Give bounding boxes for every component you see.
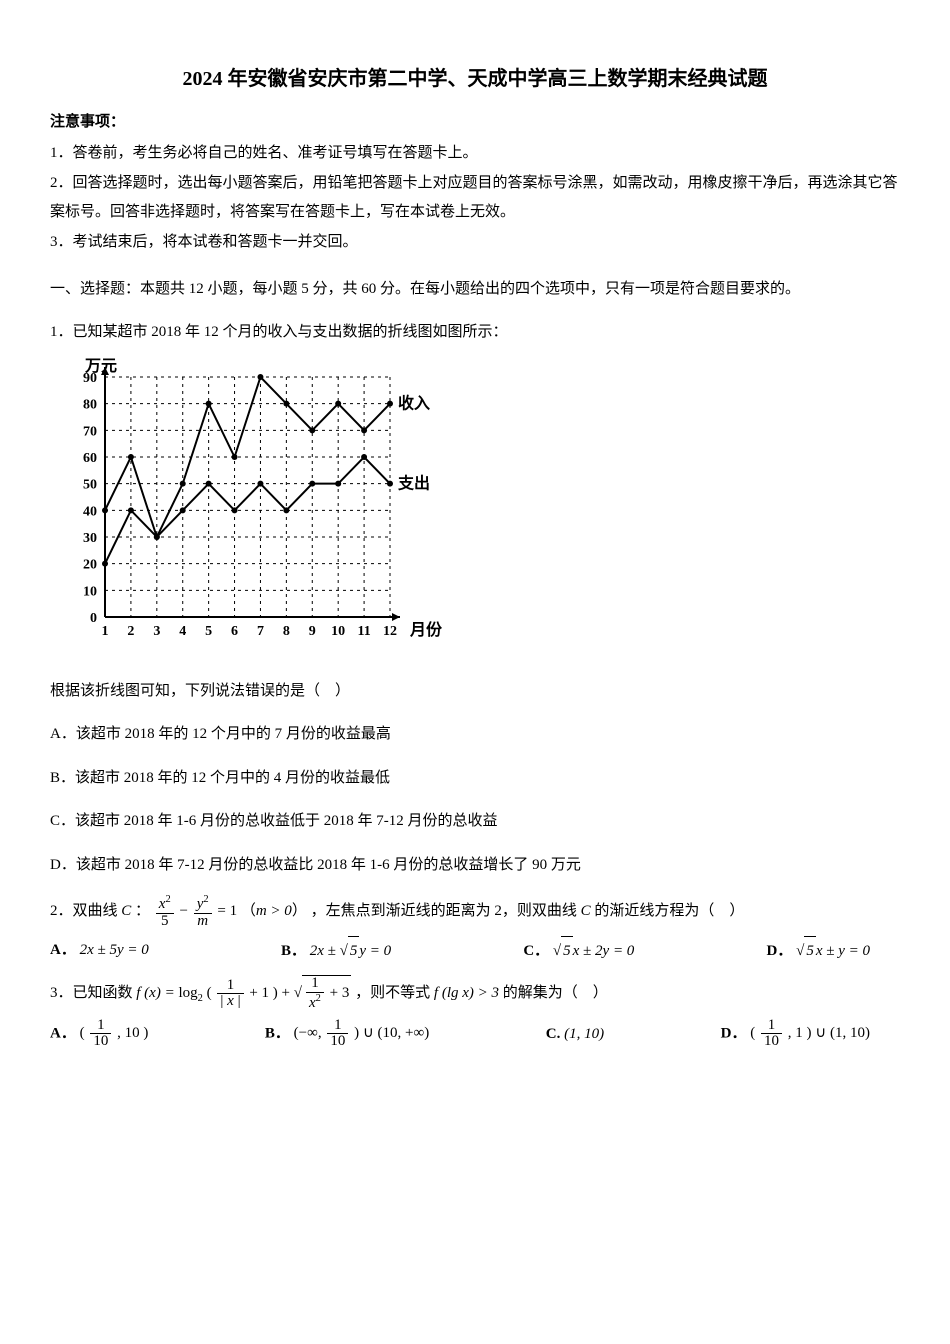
q1-option-a: A．该超市 2018 年的 12 个月中的 7 月份的收益最高 xyxy=(50,720,900,749)
opt-a-expr: 2x ± 5y = 0 xyxy=(80,942,149,958)
q1-options: A．该超市 2018 年的 12 个月中的 7 月份的收益最高 B．该超市 20… xyxy=(50,720,900,879)
opt-label: A． xyxy=(50,1025,76,1041)
q2-prefix: 2．双曲线 xyxy=(50,903,118,919)
svg-text:40: 40 xyxy=(83,504,97,519)
svg-text:0: 0 xyxy=(90,611,97,626)
svg-text:9: 9 xyxy=(309,624,316,639)
q2-options: A． 2x ± 5y = 0 B． 2x ± 5y = 0 C． 5x ± 2y… xyxy=(50,936,900,966)
opt-d-expr: 5x ± y = 0 xyxy=(796,943,870,959)
opt-label: C． xyxy=(523,943,549,959)
q2-cond-close: ） xyxy=(292,903,307,919)
opt-c-expr: (1, 10) xyxy=(564,1026,604,1042)
q3-tail: 的解集为（ ） xyxy=(503,985,608,1001)
opt-b-expr: 2x ± 5y = 0 xyxy=(310,943,391,959)
opt-label: D． xyxy=(767,943,793,959)
notice-heading: 注意事项： xyxy=(50,108,900,137)
q3-option-a: A． ( 110 , 10 ) xyxy=(50,1018,148,1051)
q1-chart: 万元0102030405060708090123456789101112收入支出… xyxy=(50,357,900,657)
line-chart-svg: 万元0102030405060708090123456789101112收入支出… xyxy=(50,357,470,657)
notice-line: 1．答卷前，考生务必将自己的姓名、准考证号填写在答题卡上。 xyxy=(50,139,900,168)
notice-block: 注意事项： 1．答卷前，考生务必将自己的姓名、准考证号填写在答题卡上。 2．回答… xyxy=(50,108,900,257)
svg-text:10: 10 xyxy=(83,584,97,599)
opt-label: A． xyxy=(50,942,76,958)
q3-stem: 3．已知函数 f (x) = log2 ( 1| x | + 1 ) + 1x2… xyxy=(50,975,900,1012)
q1-stem: 1．已知某超市 2018 年 12 个月的收入与支出数据的折线图如图所示： xyxy=(50,318,900,347)
q2-option-c: C． 5x ± 2y = 0 xyxy=(523,936,634,966)
opt-label: B． xyxy=(265,1025,290,1041)
svg-text:3: 3 xyxy=(153,624,160,639)
svg-text:收入: 收入 xyxy=(398,393,430,412)
q2-cond-open: （ xyxy=(241,903,256,919)
q2-option-a: A． 2x ± 5y = 0 xyxy=(50,936,149,965)
svg-text:支出: 支出 xyxy=(397,473,430,492)
svg-text:70: 70 xyxy=(83,424,97,439)
part1-intro: 一、选择题：本题共 12 小题，每小题 5 分，共 60 分。在每小题给出的四个… xyxy=(50,275,900,304)
q2-option-b: B． 2x ± 5y = 0 xyxy=(281,936,391,966)
q2-curve-c2: C xyxy=(581,903,591,919)
svg-text:6: 6 xyxy=(231,624,238,639)
q1-option-d: D．该超市 2018 年 7-12 月份的总收益比 2018 年 1-6 月份的… xyxy=(50,851,900,880)
opt-d-expr: ( 110 , 1 ) ∪ (1, 10) xyxy=(750,1025,870,1041)
q2-tail2: 的渐近线方程为（ ） xyxy=(594,903,744,919)
opt-label: B． xyxy=(281,943,306,959)
opt-label: C. xyxy=(546,1026,564,1042)
q1-followup: 根据该折线图可知，下列说法错误的是（ ） xyxy=(50,677,900,706)
svg-text:11: 11 xyxy=(357,624,370,639)
svg-text:20: 20 xyxy=(83,557,97,572)
svg-text:7: 7 xyxy=(257,624,264,639)
notice-line: 2．回答选择题时，选出每小题答案后，用铅笔把答题卡上对应题目的答案标号涂黑，如需… xyxy=(50,169,900,226)
q3-options: A． ( 110 , 10 ) B． (−∞, 110 ) ∪ (10, +∞)… xyxy=(50,1018,900,1051)
q3-option-d: D． ( 110 , 1 ) ∪ (1, 10) xyxy=(721,1018,870,1051)
opt-label: D． xyxy=(721,1025,747,1041)
opt-c-expr: 5x ± 2y = 0 xyxy=(553,943,634,959)
q1-option-b: B．该超市 2018 年的 12 个月中的 4 月份的收益最低 xyxy=(50,764,900,793)
q2-curve-c: C xyxy=(121,903,131,919)
q3-mid: ，则不等式 xyxy=(355,985,434,1001)
page-title: 2024 年安徽省安庆市第二中学、天成中学高三上数学期末经典试题 xyxy=(50,60,900,98)
q2-option-d: D． 5x ± y = 0 xyxy=(767,936,871,966)
svg-text:80: 80 xyxy=(83,397,97,412)
svg-text:5: 5 xyxy=(205,624,212,639)
opt-b-expr: (−∞, 110 ) ∪ (10, +∞) xyxy=(294,1025,430,1041)
q2-cond: m > 0 xyxy=(256,903,292,919)
q3-ineq: f (lg x) > 3 xyxy=(434,985,499,1001)
q2-tail: ，左焦点到渐近线的距离为 2，则双曲线 xyxy=(311,903,577,919)
q2-stem: 2．双曲线 C ： x25 − y2m = 1 （m > 0） ，左焦点到渐近线… xyxy=(50,894,900,930)
svg-text:90: 90 xyxy=(83,371,97,386)
notice-line: 3．考试结束后，将本试卷和答题卡一并交回。 xyxy=(50,228,900,257)
svg-text:50: 50 xyxy=(83,477,97,492)
q3-option-c: C. (1, 10) xyxy=(546,1020,604,1049)
opt-a-expr: ( 110 , 10 ) xyxy=(80,1025,149,1041)
svg-text:30: 30 xyxy=(83,531,97,546)
q3-func: f (x) = log2 ( 1| x | + 1 ) + 1x2 + 3 xyxy=(136,985,355,1001)
svg-text:1: 1 xyxy=(102,624,109,639)
q3-option-b: B． (−∞, 110 ) ∪ (10, +∞) xyxy=(265,1018,429,1051)
svg-text:4: 4 xyxy=(179,624,186,639)
q3-prefix: 3．已知函数 xyxy=(50,985,136,1001)
q2-equation: x25 − y2m = 1 xyxy=(154,903,241,919)
svg-text:12: 12 xyxy=(383,624,397,639)
q2-colon: ： xyxy=(135,903,150,919)
svg-text:60: 60 xyxy=(83,451,97,466)
q1-option-c: C．该超市 2018 年 1-6 月份的总收益低于 2018 年 7-12 月份… xyxy=(50,807,900,836)
svg-text:10: 10 xyxy=(331,624,345,639)
svg-text:8: 8 xyxy=(283,624,290,639)
svg-text:2: 2 xyxy=(127,624,134,639)
svg-text:月份: 月份 xyxy=(409,620,443,639)
